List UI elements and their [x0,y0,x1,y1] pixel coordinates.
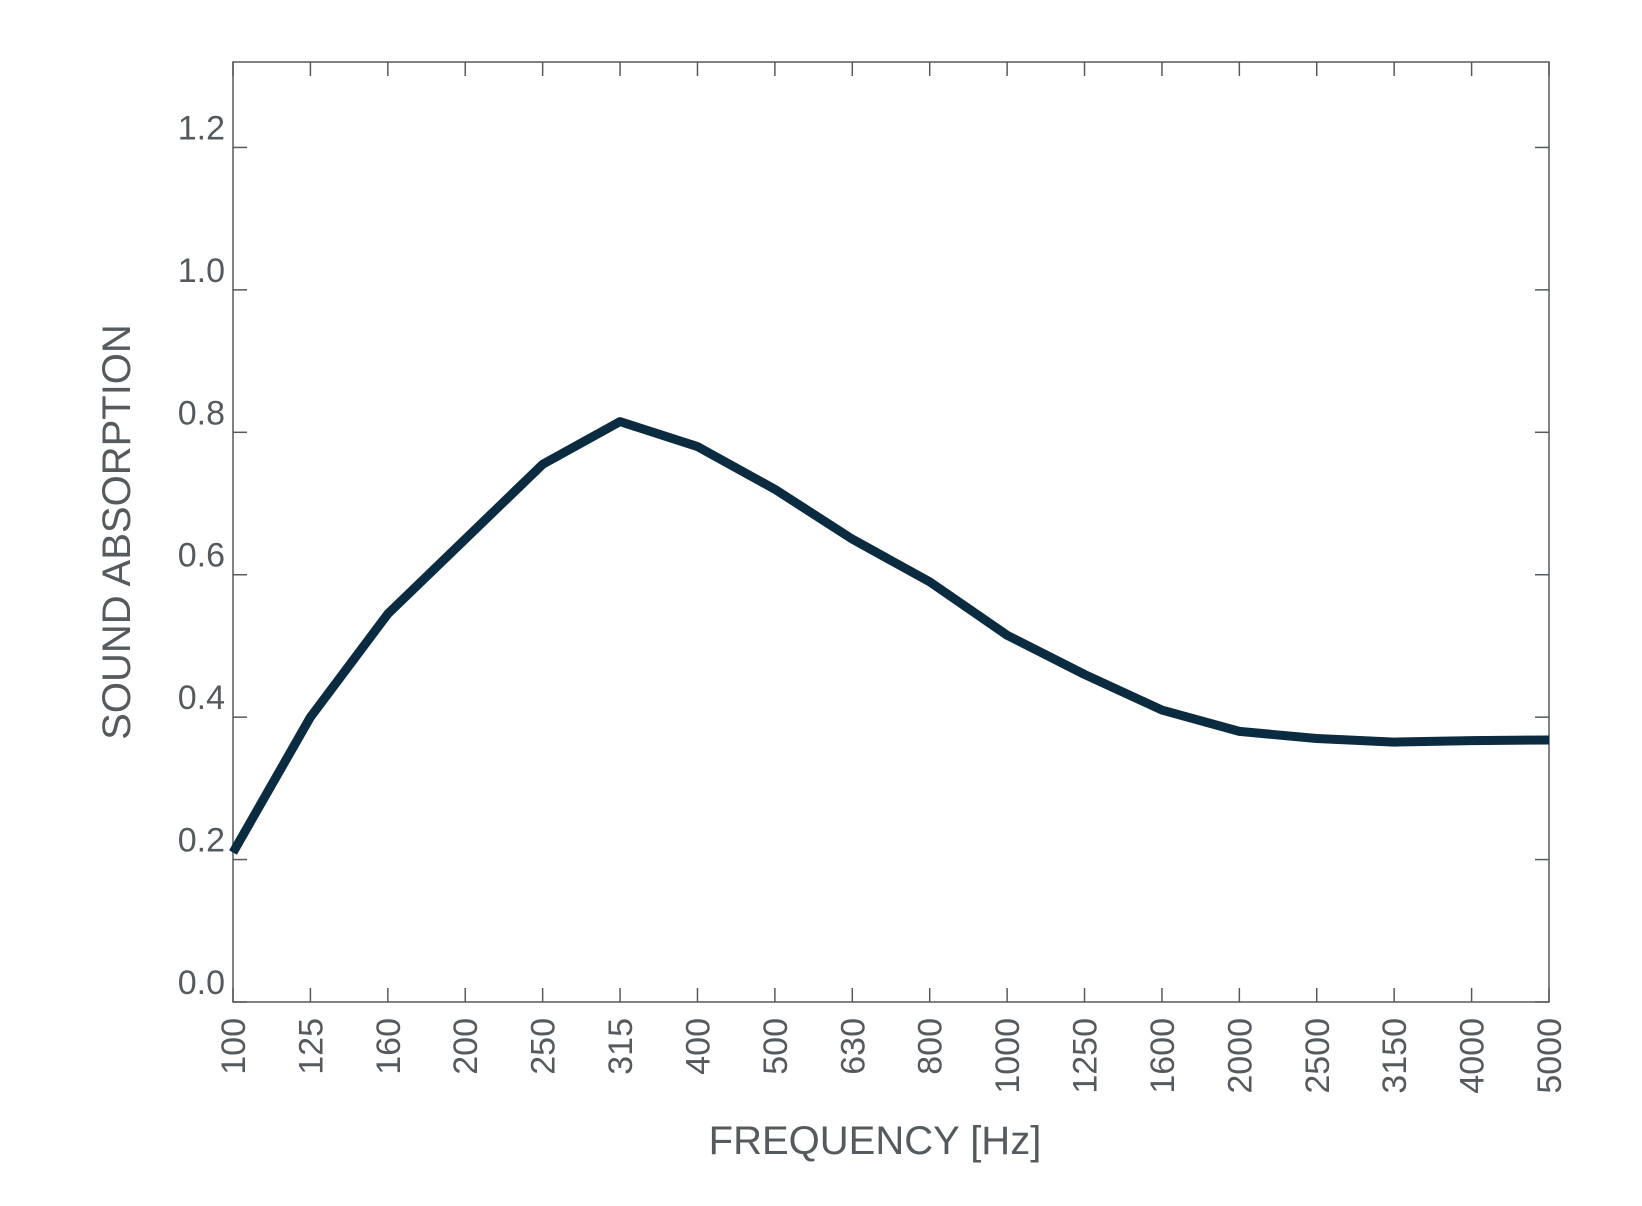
y-tick-label: 0.6 [178,537,225,575]
x-tick-label: 2000 [1221,1018,1259,1094]
x-axis-title: FREQUENCY [Hz] [709,1119,1042,1163]
y-tick-label: 0.4 [178,679,225,717]
series-line [229,417,1550,855]
x-tick-label: 250 [525,1018,563,1075]
x-tick-label: 400 [679,1018,717,1075]
x-axis-ticks [232,62,1550,1002]
plot-frame [232,61,1550,1003]
x-tick-label: 100 [215,1018,253,1075]
x-tick-label: 1250 [1067,1018,1105,1094]
y-tick-label: 1.2 [178,109,225,147]
y-tick-label: 0.8 [178,394,225,432]
x-tick-label: 5000 [1531,1018,1569,1094]
y-tick-label: 0.0 [178,964,225,1002]
x-tick-label: 2500 [1299,1018,1337,1094]
x-tick-label: 125 [292,1018,330,1075]
y-axis-tick-labels: 0.0 0.2 0.4 0.6 0.8 1.0 1.2 [178,109,225,1002]
x-tick-label: 160 [370,1018,408,1075]
x-axis-tick-labels: 100 125 160 200 250 315 400 500 630 800 1000 1250 16… [215,1018,1569,1094]
x-tick-label: 800 [912,1018,950,1075]
x-tick-label: 3150 [1376,1018,1414,1094]
y-axis-title: SOUND ABSORPTION [95,324,139,740]
y-tick-label: 1.0 [178,252,225,290]
x-tick-label: 500 [757,1018,795,1075]
x-tick-label: 200 [447,1018,485,1075]
x-tick-label: 630 [834,1018,872,1075]
y-axis-ticks [233,146,1549,1003]
x-tick-label: 315 [602,1018,640,1075]
y-tick-label: 0.2 [178,822,225,860]
x-tick-label: 1000 [989,1018,1027,1094]
x-tick-label: 4000 [1454,1018,1492,1094]
x-tick-label: 1600 [1144,1018,1182,1094]
